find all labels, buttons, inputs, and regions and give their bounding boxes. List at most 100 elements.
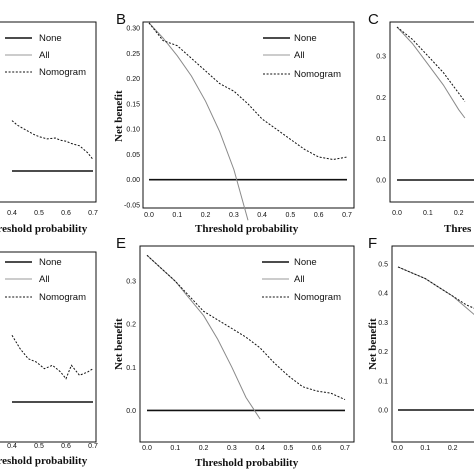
panel-b: B None All Nomogram 0.0 0.1 0.2 0.3 0.4 0.5 0.… [113,11,355,235]
y-tick-label: 0.05 [126,152,140,159]
panel-f-series-all [397,266,474,316]
panel-e-series-all [146,254,261,420]
legend-none-label: None [39,257,62,268]
x-tick-label: 0.0 [392,210,402,217]
panel-b-plot-frame [142,21,355,209]
y-tick-label: 0.3 [126,279,136,286]
panel-b-series-nomogram [148,22,348,161]
x-tick-label: 0.2 [199,445,209,452]
x-tick-label: 0.0 [142,445,152,452]
panel-d: None All Nomogram 0.4 0.5 0.6 0.7 Threshold… [0,251,98,467]
y-tick-label: 0.2 [376,95,386,102]
panel-b-label: B [116,11,126,28]
panel-a-plot-frame [0,21,97,203]
y-tick-label: 0.15 [126,101,140,108]
x-tick-label: 0.1 [172,212,182,219]
x-tick-label: 0.5 [34,443,44,450]
panel-c-plot-frame [389,21,474,203]
x-tick-label: 0.1 [423,210,433,217]
x-tick-label: 0.3 [229,212,239,219]
x-tick-label: 0.7 [88,210,98,217]
x-tick-label: 0.4 [255,445,265,452]
legend-none-label: None [294,33,317,44]
panel-c-series-all [396,26,466,119]
y-tick-label: 0.20 [126,76,140,83]
panel-f-y-axis-title: Net benefit [367,318,379,370]
legend-all-label: All [39,274,50,285]
x-tick-label: 0.1 [420,445,430,452]
panel-a: None All Nomogram 0.4 0.5 0.6 0.7 Threshold… [0,21,98,235]
legend-all-label: All [294,274,305,285]
panel-f-plot-frame [391,245,474,443]
panel-d-legend: None All Nomogram [5,257,86,303]
x-tick-label: 0.4 [7,210,17,217]
x-tick-label: 0.0 [393,445,403,452]
x-tick-label: 0.5 [286,212,296,219]
y-tick-label: 0.2 [378,349,388,356]
panel-d-series-nomogram [11,335,94,380]
panel-f-label: F [368,235,377,252]
x-tick-label: 0.6 [61,210,71,217]
y-tick-label: 0.0 [378,408,388,415]
x-tick-label: 0.7 [342,212,352,219]
panel-c-x-axis-title: Thres [444,223,472,235]
x-tick-label: 0.7 [340,445,350,452]
x-tick-label: 0.6 [314,212,324,219]
x-tick-label: 0.2 [454,210,464,217]
panel-a-x-axis-title: Threshold probability [0,223,88,235]
panel-d-x-axis-title: Threshold probability [0,455,88,467]
x-tick-label: 0.1 [170,445,180,452]
y-tick-label: 0.1 [126,365,136,372]
x-tick-label: 0.3 [227,445,237,452]
y-tick-label: -0.05 [124,203,140,210]
y-tick-label: 0.2 [126,322,136,329]
panel-e-plot-frame [139,245,355,443]
panel-e-y-axis-title: Net benefit [113,318,125,370]
y-tick-label: 0.25 [126,51,140,58]
legend-all-label: All [39,50,50,61]
x-tick-label: 0.2 [448,445,458,452]
panel-c-label: C [368,11,379,28]
panel-b-x-axis-title: Threshold probability [195,223,299,235]
x-tick-label: 0.4 [7,443,17,450]
x-tick-label: 0.7 [88,443,98,450]
y-tick-label: 0.3 [378,320,388,327]
panel-e-label: E [116,235,126,252]
y-tick-label: 0.0 [126,408,136,415]
y-tick-label: 0.5 [378,262,388,269]
legend-none-label: None [294,257,317,268]
x-tick-label: 0.6 [312,445,322,452]
x-tick-label: 0.2 [201,212,211,219]
panel-e: E None All Nomogram 0.0 0.1 0.2 0.3 0.4 0.5 0.… [113,235,355,469]
panel-e-x-axis-title: Threshold probability [195,457,299,469]
legend-nomogram-label: Nomogram [39,292,86,303]
panel-f-series-nomogram [397,266,474,309]
panel-c: C 0.0 0.1 0.2 0.0 0.1 0.2 0.3 Thres [368,11,474,235]
panel-b-series-all [148,22,249,221]
panel-a-series-nomogram [11,120,94,160]
x-tick-label: 0.6 [61,443,71,450]
y-tick-label: 0.1 [376,136,386,143]
panel-b-legend: None All Nomogram [263,33,341,80]
legend-nomogram-label: Nomogram [294,69,341,80]
y-tick-label: 0.00 [126,177,140,184]
legend-nomogram-label: Nomogram [294,292,341,303]
legend-nomogram-label: Nomogram [39,67,86,78]
x-tick-label: 0.5 [34,210,44,217]
y-tick-label: 0.10 [126,127,140,134]
panel-e-series-nomogram [146,254,346,401]
legend-none-label: None [39,33,62,44]
legend-all-label: All [294,50,305,61]
panel-a-legend: None All Nomogram [5,33,86,78]
panel-d-plot-frame [0,251,97,443]
x-tick-label: 0.4 [257,212,267,219]
panel-e-legend: None All Nomogram [262,257,341,303]
y-tick-label: 0.3 [376,53,386,60]
x-tick-label: 0.0 [144,212,154,219]
y-tick-label: 0.30 [126,26,140,33]
panel-f: F 0.00.10.20.30.00.10.20.30.40.5 Net ben… [367,235,474,452]
y-tick-label: 0.0 [376,178,386,185]
y-tick-label: 0.1 [378,378,388,385]
y-tick-label: 0.4 [378,291,388,298]
